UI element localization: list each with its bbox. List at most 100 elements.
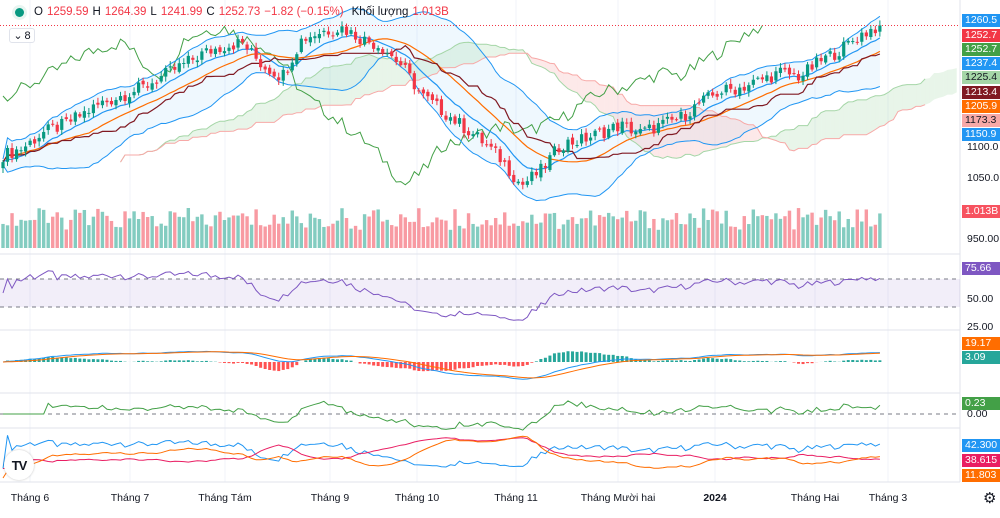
macd-histogram-bar	[575, 351, 579, 362]
close-value: 1252.73	[218, 6, 261, 18]
macd-histogram-bar	[150, 361, 154, 362]
volume-bar	[417, 208, 421, 248]
volume-bar	[448, 229, 453, 248]
volume-bar	[390, 225, 394, 248]
volume-bar	[267, 224, 272, 248]
volume-bar	[855, 209, 859, 248]
volume-bar	[299, 223, 304, 248]
candle-body	[702, 95, 706, 103]
volume-bar	[719, 223, 724, 248]
candle-body	[819, 57, 823, 62]
macd-histogram-bar	[254, 362, 258, 366]
volume-bar	[579, 218, 584, 248]
candle-body	[489, 143, 493, 147]
macd-histogram-bar	[114, 360, 118, 362]
volume-bar	[353, 225, 358, 248]
volume-bar	[168, 211, 172, 248]
macd-histogram-bar	[670, 360, 674, 362]
low-label: L	[150, 6, 157, 18]
candle-body	[268, 67, 272, 74]
candle-body	[245, 44, 249, 50]
adx-line	[2, 435, 880, 479]
candle-body	[665, 116, 670, 119]
ichimoku-cloud-segment	[807, 118, 813, 149]
candle-body	[715, 93, 719, 97]
ichimoku-cloud-segment	[296, 83, 302, 113]
candle-body	[815, 57, 819, 68]
volume-bar	[28, 220, 32, 248]
volume-bar	[792, 229, 796, 248]
price-tag: 1260.5	[962, 14, 1000, 27]
candle-body	[869, 28, 873, 37]
candle-body	[837, 56, 841, 60]
volume-bar	[801, 217, 805, 248]
candle-body	[620, 121, 624, 134]
volume-bar	[588, 210, 593, 248]
macd-histogram-bar	[421, 362, 425, 372]
candle-body	[457, 118, 462, 124]
ichimoku-cloud-segment	[310, 75, 315, 109]
candle-body	[503, 160, 507, 162]
candle-body	[322, 30, 326, 33]
ichimoku-cloud-segment	[812, 117, 817, 145]
volume-bar	[258, 225, 263, 248]
macd-histogram-bar	[376, 362, 380, 367]
ichimoku-cloud-segment	[635, 104, 641, 147]
macd-histogram-bar	[760, 361, 764, 362]
ichimoku-cloud-segment	[577, 75, 582, 99]
ichimoku-cloud-segment	[400, 61, 406, 86]
ichimoku-cloud-segment	[387, 57, 392, 89]
candle-body	[381, 49, 385, 53]
ichimoku-cloud-segment	[816, 112, 822, 145]
candle-body	[24, 146, 28, 152]
macd-histogram-bar	[232, 362, 236, 364]
volume-bar	[164, 225, 168, 248]
candle-body	[439, 99, 444, 116]
ichimoku-cloud-segment	[604, 85, 609, 115]
candle-body	[498, 149, 502, 163]
candle-body	[448, 117, 453, 121]
macd-histogram-bar	[774, 361, 778, 362]
candle-body	[851, 41, 855, 43]
indicators-collapse-button[interactable]: ⌄ 8	[9, 28, 35, 43]
ichimoku-cloud-segment	[305, 77, 311, 109]
volume-bar	[349, 228, 353, 248]
candle-body	[674, 119, 679, 121]
candle-body	[462, 118, 466, 133]
volume-bar	[100, 211, 105, 248]
candle-body	[860, 32, 864, 42]
candle-body	[408, 63, 412, 74]
candle-body	[593, 130, 597, 137]
candle-body	[100, 100, 105, 106]
candle-body	[277, 77, 281, 81]
tradingview-logo[interactable]: TV	[4, 450, 34, 480]
gear-icon[interactable]: ⚙	[983, 490, 997, 507]
candle-body	[376, 48, 380, 51]
candle-body	[236, 39, 240, 48]
ichimoku-cloud-segment	[337, 65, 342, 106]
price-tag: 1252.7	[962, 29, 1000, 42]
ichimoku-cloud-segment	[888, 88, 894, 122]
volume-bar	[60, 217, 64, 248]
candle-body	[250, 48, 254, 50]
volume-bar	[114, 226, 118, 248]
macd-histogram-bar	[661, 360, 665, 362]
candle-body	[842, 41, 846, 57]
ichimoku-cloud-segment	[947, 69, 953, 95]
volume-bar	[652, 218, 656, 248]
ichimoku-cloud-segment	[332, 65, 338, 106]
ichimoku-cloud-segment	[925, 78, 930, 105]
volume-bar	[37, 208, 41, 248]
volume-bar	[697, 227, 701, 248]
volume-bar	[602, 216, 606, 248]
candle-body	[173, 67, 177, 70]
candle-body	[254, 47, 258, 59]
high-value: 1264.39	[104, 6, 147, 18]
macd-signal-line	[2, 351, 880, 379]
candle-body	[186, 55, 190, 64]
ichimoku-cloud-segment	[907, 84, 912, 110]
candle-body	[846, 40, 850, 43]
volume-scale-label: 950.00	[967, 233, 1000, 245]
macd-histogram-bar	[426, 362, 430, 372]
